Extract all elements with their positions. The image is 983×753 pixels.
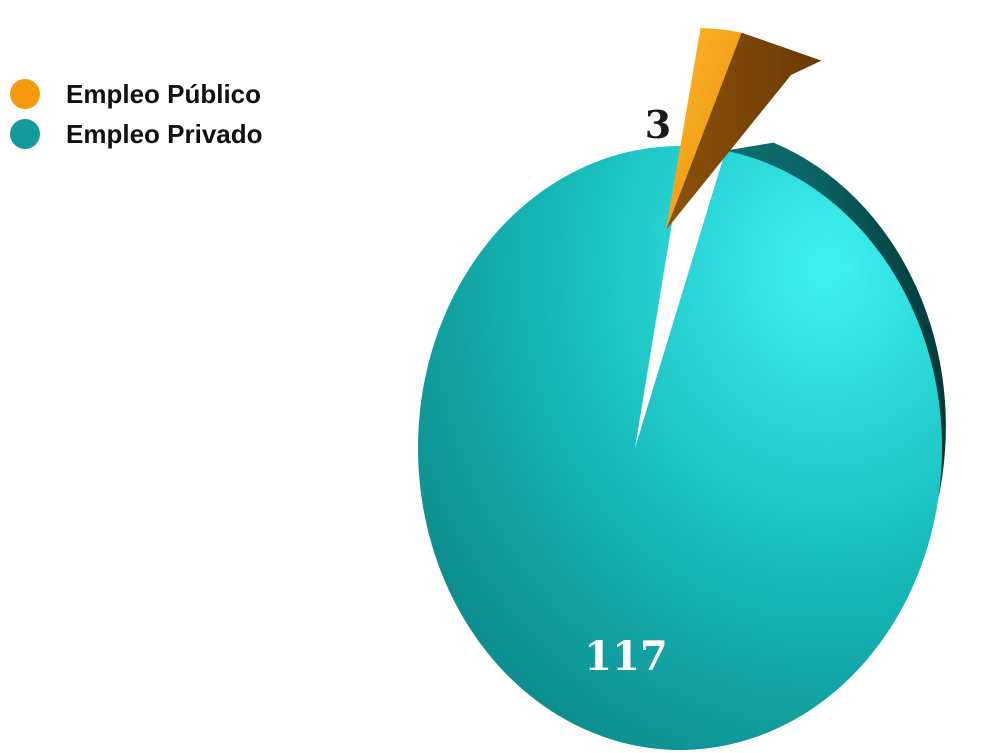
- pie-slice-empleo-publico: [666, 28, 742, 231]
- legend-item-empleo-publico: Empleo Público: [10, 74, 263, 114]
- pie-slice-empleo-privado: [418, 145, 943, 750]
- data-label-empleo-publico: 3: [645, 102, 671, 147]
- data-label-empleo-privado: 117: [584, 633, 668, 680]
- legend-item-empleo-privado: Empleo Privado: [10, 114, 263, 154]
- legend-swatch-empleo-privado: [10, 119, 40, 149]
- legend: Empleo Público Empleo Privado: [10, 74, 263, 154]
- legend-swatch-empleo-publico: [10, 79, 40, 109]
- legend-label-empleo-privado: Empleo Privado: [66, 118, 263, 149]
- pie-slice-side-empleo-publico: [666, 32, 822, 230]
- legend-label-empleo-publico: Empleo Público: [66, 78, 262, 109]
